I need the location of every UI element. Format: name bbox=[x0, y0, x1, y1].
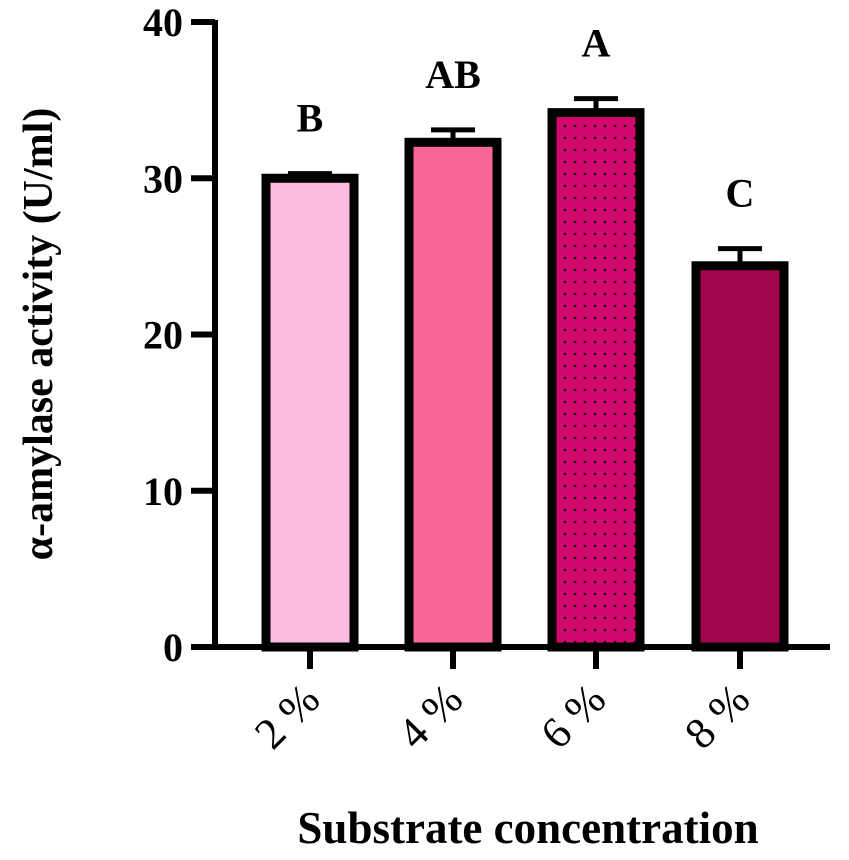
y-tick-label: 20 bbox=[143, 313, 183, 358]
bar bbox=[261, 173, 359, 652]
x-tick-label: 8 % bbox=[675, 674, 759, 758]
y-tick-label: 40 bbox=[143, 0, 183, 45]
bar bbox=[404, 137, 502, 652]
significance-label: A bbox=[582, 21, 611, 66]
y-tick-label: 0 bbox=[163, 625, 183, 670]
x-tick-label: 4 % bbox=[388, 674, 472, 758]
x-tick-label: 2 % bbox=[245, 674, 329, 758]
significance-label: AB bbox=[425, 52, 481, 97]
x-axis-title: Substrate concentration bbox=[297, 803, 758, 853]
y-axis-title: α-amylase activity (U/ml) bbox=[16, 108, 62, 561]
bar bbox=[691, 261, 789, 652]
bar bbox=[547, 108, 645, 652]
y-tick-label: 30 bbox=[143, 156, 183, 201]
significance-label: C bbox=[726, 171, 755, 216]
significance-label: B bbox=[297, 96, 324, 141]
y-tick-label: 10 bbox=[143, 469, 183, 514]
x-tick-label: 6 % bbox=[531, 674, 615, 758]
